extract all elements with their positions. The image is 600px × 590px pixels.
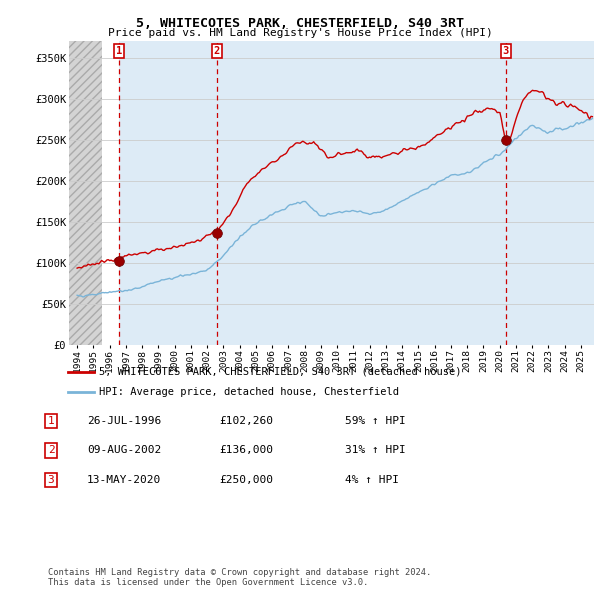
Bar <box>506 41 594 345</box>
Text: 2: 2 <box>214 46 220 56</box>
Text: 5, WHITECOTES PARK, CHESTERFIELD, S40 3RT: 5, WHITECOTES PARK, CHESTERFIELD, S40 3R… <box>136 17 464 30</box>
Text: 2: 2 <box>47 445 55 455</box>
Text: 13-MAY-2020: 13-MAY-2020 <box>87 475 161 485</box>
Text: £136,000: £136,000 <box>219 445 273 455</box>
Text: 5, WHITECOTES PARK, CHESTERFIELD, S40 3RT (detached house): 5, WHITECOTES PARK, CHESTERFIELD, S40 3R… <box>98 367 461 377</box>
Text: 31% ↑ HPI: 31% ↑ HPI <box>345 445 406 455</box>
Bar <box>119 41 217 345</box>
Text: HPI: Average price, detached house, Chesterfield: HPI: Average price, detached house, Ches… <box>98 387 398 397</box>
Text: 3: 3 <box>47 475 55 485</box>
Text: Contains HM Land Registry data © Crown copyright and database right 2024.
This d: Contains HM Land Registry data © Crown c… <box>48 568 431 587</box>
Text: 3: 3 <box>502 46 509 56</box>
Bar <box>69 41 103 345</box>
Bar <box>217 41 506 345</box>
Text: 4% ↑ HPI: 4% ↑ HPI <box>345 475 399 485</box>
Text: £250,000: £250,000 <box>219 475 273 485</box>
Text: 1: 1 <box>47 416 55 426</box>
Text: £102,260: £102,260 <box>219 416 273 426</box>
Text: 26-JUL-1996: 26-JUL-1996 <box>87 416 161 426</box>
Text: 09-AUG-2002: 09-AUG-2002 <box>87 445 161 455</box>
Text: 1: 1 <box>116 46 122 56</box>
Text: 59% ↑ HPI: 59% ↑ HPI <box>345 416 406 426</box>
Text: Price paid vs. HM Land Registry's House Price Index (HPI): Price paid vs. HM Land Registry's House … <box>107 28 493 38</box>
